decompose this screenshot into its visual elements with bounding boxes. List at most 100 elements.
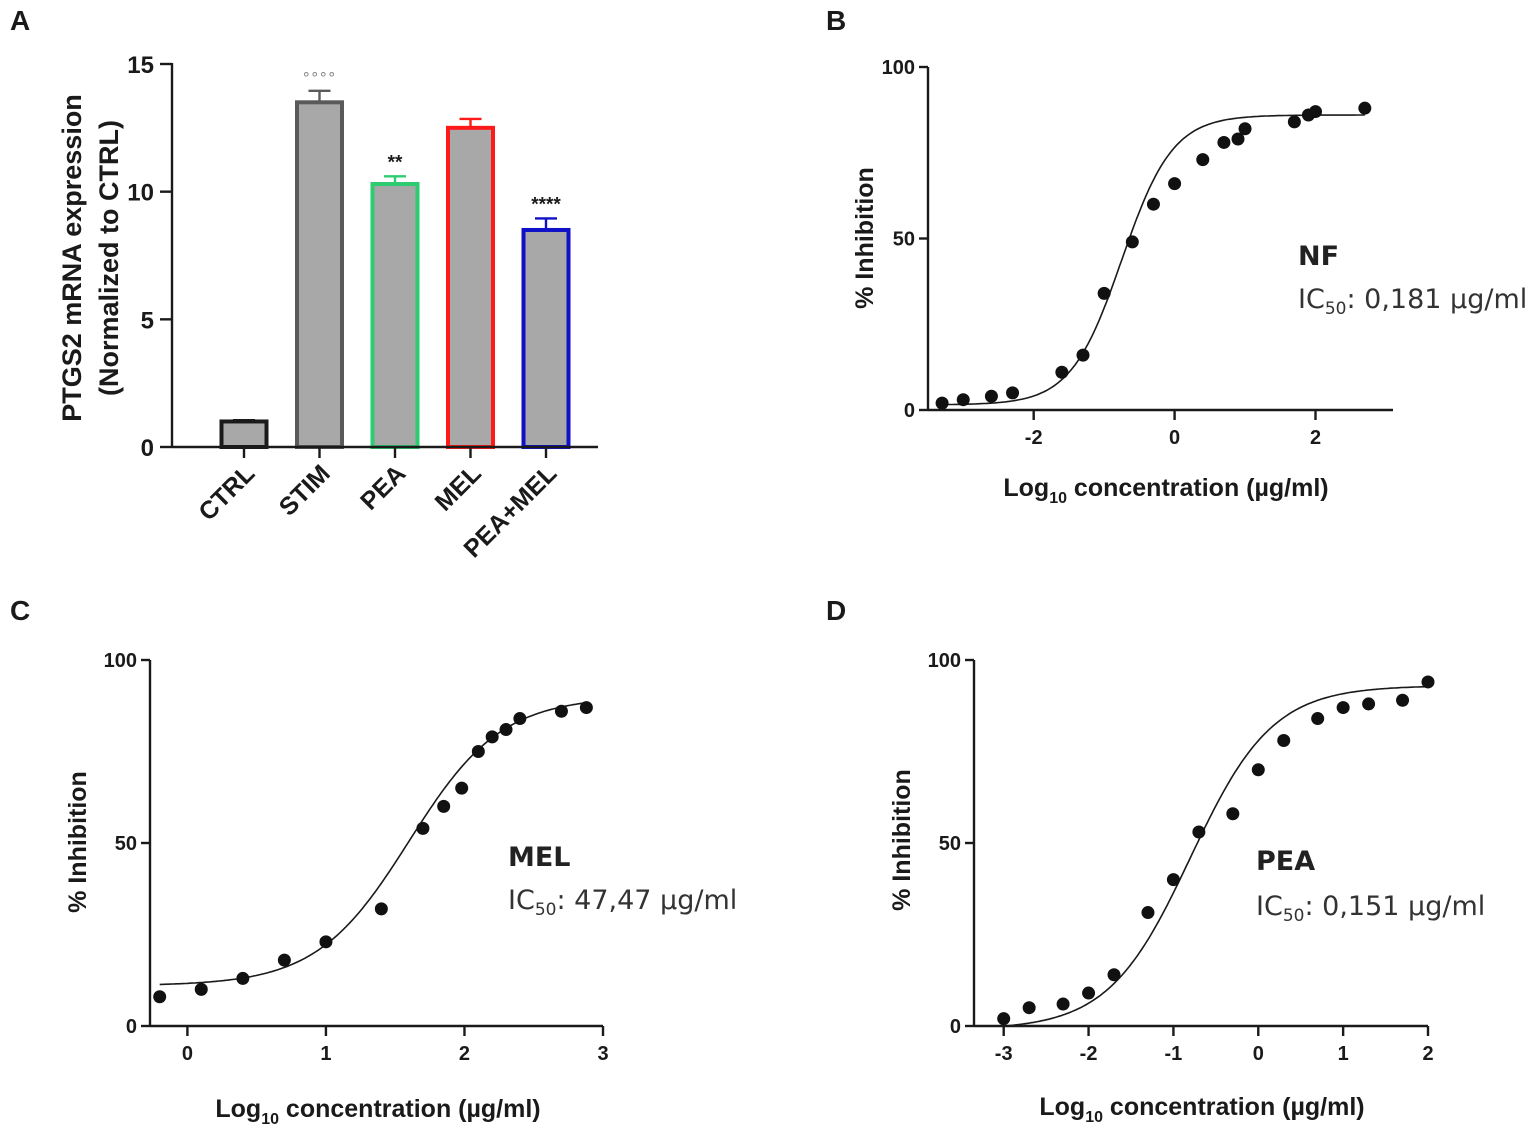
panel-d-y-tick-label: 0: [950, 1016, 961, 1038]
panel-d: D % Inhibition Log10 concentration (µg/m…: [826, 595, 1485, 1126]
panel-b-ic50-label: IC50: 0,181 µg/ml: [1298, 284, 1527, 319]
panel-d-data-point: [1311, 712, 1325, 726]
panel-d-x-tick-label: -1: [1165, 1043, 1183, 1065]
panel-d-data-point: [1362, 697, 1376, 711]
panel-b-data-point: [1097, 286, 1111, 300]
panel-d-data-point: [1336, 701, 1350, 715]
panel-b-y-tick-label: 100: [882, 57, 915, 79]
panel-d-data-point: [1421, 675, 1435, 689]
panel-c-data-point: [471, 745, 485, 758]
panel-b-y-tick-label: 50: [893, 229, 915, 251]
panel-d-x-tick-label: 1: [1338, 1043, 1349, 1065]
panel-c-x-tick-label: 0: [182, 1043, 193, 1065]
panel-a: A PTGS2 mRNA expression (Normalized to C…: [10, 5, 598, 563]
panel-a-ylabel-line2: (Normalized to CTRL): [94, 120, 124, 396]
panel-a-letter: A: [10, 5, 30, 36]
panel-a-category-label: PEA: [355, 459, 411, 515]
panel-d-data-point: [1141, 906, 1155, 920]
panel-c-data-point: [499, 723, 513, 737]
panel-a-category-label: CTRL: [193, 459, 260, 526]
panel-b-data-point: [1168, 177, 1182, 191]
panel-c-data-point: [277, 953, 291, 967]
panel-c-data-point: [579, 701, 593, 715]
panel-c-data-point: [455, 781, 469, 795]
panel-d-fit-curve: [1003, 685, 1428, 1027]
panel-a-bars: °°°°******: [219, 69, 571, 450]
panel-d-letter: D: [826, 595, 846, 626]
panel-a-y-tick-label: 5: [141, 307, 154, 334]
panel-a-category-label: MEL: [430, 459, 487, 516]
panel-a-bar-ctrl: [219, 419, 269, 450]
panel-c-ic50-label: IC50: 47,47 µg/ml: [508, 885, 737, 920]
panel-c-xlabel: Log10 concentration (µg/ml): [215, 1095, 540, 1128]
panel-b-data-point: [935, 396, 949, 410]
panel-d-data-point: [1107, 968, 1121, 982]
panel-d-xlabel: Log10 concentration (µg/ml): [1039, 1093, 1364, 1126]
panel-b-data-point: [1217, 135, 1231, 149]
panel-b-plot: 0 50 100 -2 0 2: [882, 57, 1393, 449]
panel-c-x-tick-label: 3: [597, 1043, 608, 1065]
panel-a-significance-mark: °°°°: [303, 69, 337, 87]
panel-d-x-tick-label: 2: [1422, 1043, 1433, 1065]
panel-a-bar-stim: [295, 100, 344, 450]
panel-a-significance-mark: **: [388, 152, 403, 173]
panel-d-x-tick-label: -2: [1080, 1043, 1098, 1065]
panel-d-data-point: [1396, 693, 1410, 707]
panel-c-y-tick-label: 50: [115, 833, 137, 855]
panel-c-x-tick-label: 1: [320, 1043, 331, 1065]
panel-b-data-point: [1125, 235, 1139, 249]
panel-c-data-point: [194, 982, 208, 996]
panel-a-y-tick-label: 0: [141, 435, 154, 462]
panel-d-plot: 0 50 100 -3 -2 -1 0 1 2: [928, 650, 1435, 1065]
panel-b-data-point: [956, 393, 970, 407]
panel-d-data-point: [1082, 986, 1096, 1000]
panel-d-data-point: [1056, 997, 1070, 1011]
panel-d-data-point: [1022, 1001, 1036, 1015]
panel-c-data-point: [374, 902, 388, 916]
panel-b-y-tick-label: 0: [904, 400, 915, 422]
panel-d-y-tick-label: 100: [928, 650, 961, 672]
panel-c-y-tick-label: 100: [104, 650, 137, 672]
panel-b-data-point: [1287, 115, 1301, 129]
panel-c-data-point: [319, 935, 333, 949]
panel-c-plot: 0 50 100 0 1 2 3: [104, 650, 609, 1065]
panel-c-ylabel: % Inhibition: [64, 771, 92, 913]
panel-c-data-point: [236, 971, 250, 985]
panel-b-fit-curve: [942, 114, 1365, 406]
panel-b-data-point: [1006, 386, 1020, 400]
panel-c-letter: C: [10, 595, 30, 626]
panel-a-significance-mark: ****: [531, 194, 561, 215]
panel-b-ylabel: % Inhibition: [851, 167, 879, 309]
panel-b-compound-name: NF: [1298, 241, 1339, 272]
panel-a-bar-mel: [446, 125, 495, 449]
panel-a-bar-pea: [370, 182, 420, 450]
panel-b-letter: B: [826, 5, 846, 36]
panel-b-x-tick-label: 0: [1169, 427, 1180, 449]
panel-d-data-point: [997, 1012, 1011, 1026]
panel-b-data-point: [1076, 348, 1090, 362]
panel-b-data-point: [1146, 197, 1160, 211]
panel-b-x-tick-label: -2: [1025, 427, 1043, 449]
panel-d-data-point: [1251, 763, 1265, 777]
panel-b-data-point: [1358, 101, 1372, 115]
panel-d-data-point: [1226, 807, 1240, 821]
panel-c-y-tick-label: 0: [126, 1016, 137, 1038]
panel-c-compound-name: MEL: [508, 842, 571, 873]
panel-d-ic50-label: IC50: 0,151 µg/ml: [1256, 891, 1485, 926]
panel-b-data-point: [1055, 365, 1069, 379]
panel-d-x-tick-label: 0: [1253, 1043, 1264, 1065]
panel-d-data-point: [1192, 825, 1206, 839]
panel-d-data-point: [1166, 873, 1180, 887]
panel-b-data-point: [1309, 105, 1322, 119]
panel-c-data-point: [513, 712, 527, 726]
panel-d-data-point: [1277, 734, 1291, 748]
panel-a-y-ticks: 0 5 10 15: [127, 52, 172, 462]
panel-b-data-point: [1196, 153, 1210, 167]
panel-d-y-tick-label: 50: [939, 833, 961, 855]
panel-b: B % Inhibition Log10 concentration (µg/m…: [826, 5, 1527, 507]
panel-c-data-point: [554, 704, 568, 718]
panel-a-bar-pea-mel: [521, 227, 571, 449]
panel-a-ylabel-line1: PTGS2 mRNA expression: [57, 94, 87, 422]
